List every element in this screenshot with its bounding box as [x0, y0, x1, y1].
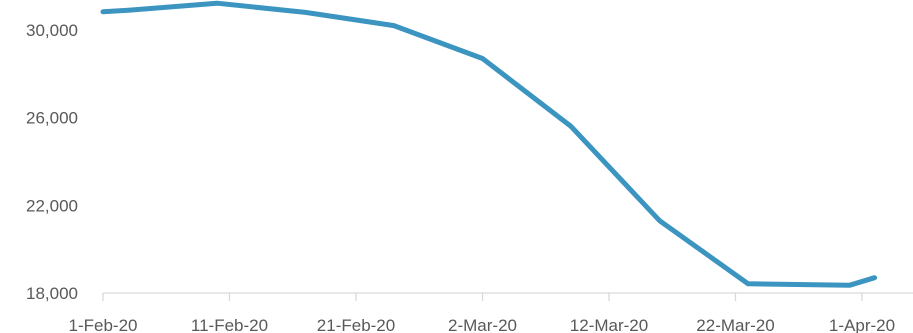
series-line [100, 0, 878, 288]
x-tick-label: 1-Feb-20 [69, 316, 138, 333]
y-axis-labels: 18,000 22,000 26,000 30,000 [26, 21, 78, 303]
x-tick-label: 12-Mar-20 [570, 316, 648, 333]
x-axis-labels: 1-Feb-20 11-Feb-20 21-Feb-20 2-Mar-20 12-Mar… [69, 316, 896, 333]
y-tick-label: 18,000 [26, 284, 78, 303]
x-tick-label: 21-Feb-20 [317, 316, 395, 333]
x-axis [102, 292, 913, 301]
y-tick-label: 22,000 [26, 196, 78, 215]
x-tick-label: 2-Mar-20 [448, 316, 517, 333]
y-tick-label: 30,000 [26, 21, 78, 40]
y-tick-label: 26,000 [26, 109, 78, 128]
series-layer [100, 0, 878, 288]
x-tick-label: 22-Mar-20 [696, 316, 774, 333]
x-tick-label: 1-Apr-20 [829, 316, 895, 333]
x-tick-label: 11-Feb-20 [191, 316, 268, 333]
